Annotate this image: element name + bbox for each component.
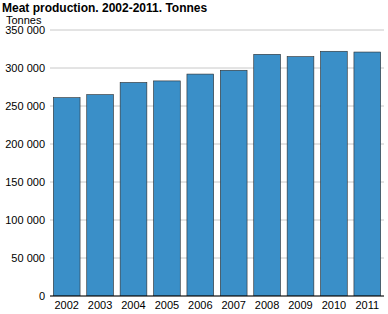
x-tick-label: 2006 <box>188 299 212 311</box>
bar <box>254 54 281 296</box>
x-tick-label: 2011 <box>355 299 379 311</box>
bar <box>187 74 214 296</box>
bar <box>87 95 114 296</box>
bars <box>53 51 380 296</box>
grid-line <box>50 30 384 31</box>
bar <box>287 57 314 296</box>
bar <box>120 82 147 296</box>
x-tick-label: 2009 <box>288 299 312 311</box>
x-tick-label: 2002 <box>54 299 78 311</box>
bar <box>354 52 381 296</box>
y-tick-label: 100 000 <box>5 214 45 226</box>
y-tick-label: 0 <box>39 290 45 302</box>
x-axis-line <box>50 296 384 297</box>
y-tick-label: 250 000 <box>5 100 45 112</box>
y-tick-label: 50 000 <box>11 252 45 264</box>
grid <box>50 30 384 296</box>
bar <box>154 81 181 296</box>
y-tick-label: 150 000 <box>5 176 45 188</box>
x-tick-label: 2010 <box>322 299 346 311</box>
title: Meat production. 2002-2011. Tonnes <box>2 1 207 15</box>
y-tick-label: 300 000 <box>5 62 45 74</box>
y-tick-label: 350 000 <box>5 24 45 36</box>
chart-container: Meat production. 2002-2011. TonnesTonnes… <box>0 0 388 314</box>
y-tick-label: 200 000 <box>5 138 45 150</box>
bar <box>53 98 80 296</box>
bar <box>220 70 247 296</box>
x-tick-label: 2004 <box>121 299 145 311</box>
chart-svg: Meat production. 2002-2011. TonnesTonnes… <box>0 0 388 314</box>
x-tick-label: 2007 <box>221 299 245 311</box>
grid-line <box>50 296 384 297</box>
bar <box>321 51 348 296</box>
x-tick-label: 2008 <box>255 299 279 311</box>
x-tick-label: 2005 <box>155 299 179 311</box>
x-tick-label: 2003 <box>88 299 112 311</box>
